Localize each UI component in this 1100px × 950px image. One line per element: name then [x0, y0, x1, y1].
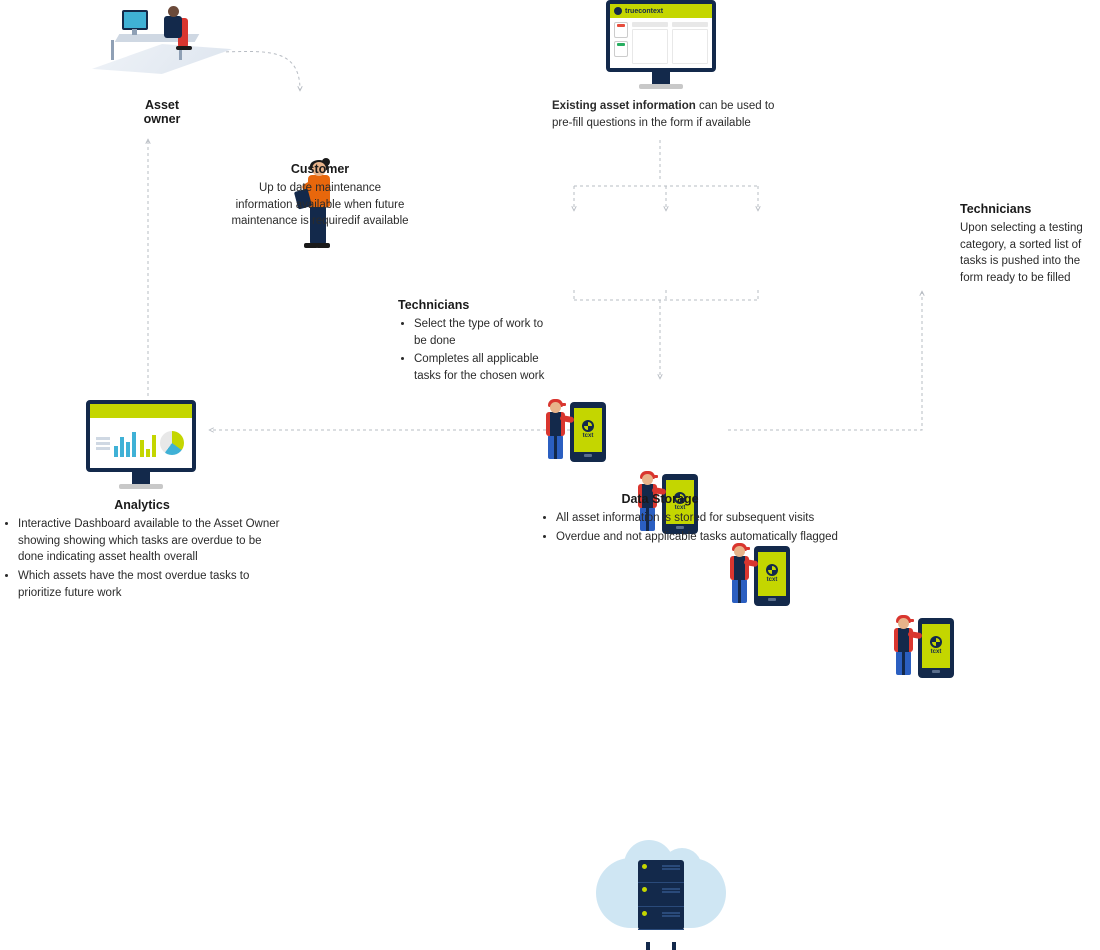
technician-single-icon: tcxt [890, 606, 954, 678]
bullet-item: Completes all applicable tasks for the c… [414, 351, 558, 384]
technicians-push-desc: Upon selecting a testing category, a sor… [960, 220, 1098, 287]
analytics-title: Analytics [2, 498, 282, 512]
connector-storage-to-techpush [728, 292, 922, 430]
brand-name: truecontext [625, 8, 663, 15]
bullet-item: Interactive Dashboard available to the A… [18, 516, 282, 566]
analytics-label: Analytics Interactive Dashboard availabl… [2, 498, 282, 603]
customer-label: Customer Up to date maintenance informat… [230, 162, 410, 230]
technicians-select-title: Technicians [398, 298, 558, 312]
bullet-item: Overdue and not applicable tasks automat… [556, 529, 870, 546]
customer-desc: Up to date maintenance information avail… [230, 180, 410, 230]
customer-title: Customer [230, 162, 410, 176]
data-storage-bullets: All asset information is stored for subs… [540, 510, 870, 545]
analytics-bullets: Interactive Dashboard available to the A… [2, 516, 282, 601]
technicians-select-label: Technicians Select the type of work to b… [398, 298, 558, 387]
data-storage-label: Data Storage All asset information is st… [540, 492, 870, 547]
existing-info-label: Existing asset information can be used t… [552, 98, 792, 131]
bullet-item: Select the type of work to be done [414, 316, 558, 349]
technicians-select-bullets: Select the type of work to be doneComple… [398, 316, 558, 385]
file-icon [614, 41, 628, 57]
technicians-push-title: Technicians [960, 202, 1098, 216]
asset-owner-title: Asset owner [132, 98, 192, 126]
existing-info-bold: Existing asset information [552, 100, 696, 112]
asset-owner-label: Asset owner [132, 98, 192, 130]
app-monitor-icon: truecontext [606, 0, 716, 89]
technicians-push-label: Technicians Upon selecting a testing cat… [960, 202, 1098, 287]
data-storage-title: Data Storage [540, 492, 780, 506]
analytics-icon [86, 400, 196, 489]
bullet-item: All asset information is stored for subs… [556, 510, 870, 527]
bullet-item: Which assets have the most overdue tasks… [18, 568, 282, 601]
data-storage-icon [596, 844, 726, 944]
file-icon [614, 22, 628, 38]
asset-owner-icon [92, 4, 232, 94]
technician-icon: tcxt [542, 390, 606, 462]
